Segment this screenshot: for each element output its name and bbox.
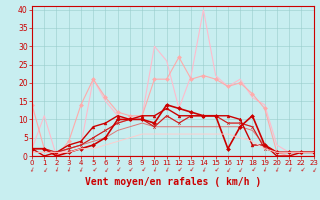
Text: ↓: ↓ — [151, 167, 158, 174]
Text: ↓: ↓ — [54, 167, 60, 173]
Text: ↓: ↓ — [299, 167, 304, 173]
Text: ↓: ↓ — [127, 167, 133, 174]
Text: ↓: ↓ — [261, 167, 268, 174]
Text: ↓: ↓ — [115, 167, 121, 173]
Text: ↓: ↓ — [90, 167, 96, 174]
Text: ↓: ↓ — [66, 167, 72, 173]
Text: ↓: ↓ — [249, 167, 255, 173]
Text: ↓: ↓ — [163, 167, 170, 174]
Text: ↓: ↓ — [188, 167, 195, 174]
Text: ↓: ↓ — [41, 167, 47, 173]
Text: ↓: ↓ — [176, 167, 182, 174]
Text: ↓: ↓ — [78, 167, 84, 174]
Text: ↓: ↓ — [274, 167, 280, 173]
Text: ↓: ↓ — [310, 167, 317, 174]
Text: ↓: ↓ — [225, 167, 231, 174]
Text: ↓: ↓ — [103, 167, 108, 173]
Text: ↓: ↓ — [29, 167, 35, 174]
Text: ↓: ↓ — [139, 167, 145, 173]
X-axis label: Vent moyen/en rafales ( km/h ): Vent moyen/en rafales ( km/h ) — [85, 177, 261, 187]
Text: ↓: ↓ — [286, 167, 292, 173]
Text: ↓: ↓ — [212, 167, 219, 174]
Text: ↓: ↓ — [201, 167, 206, 173]
Text: ↓: ↓ — [237, 167, 243, 173]
